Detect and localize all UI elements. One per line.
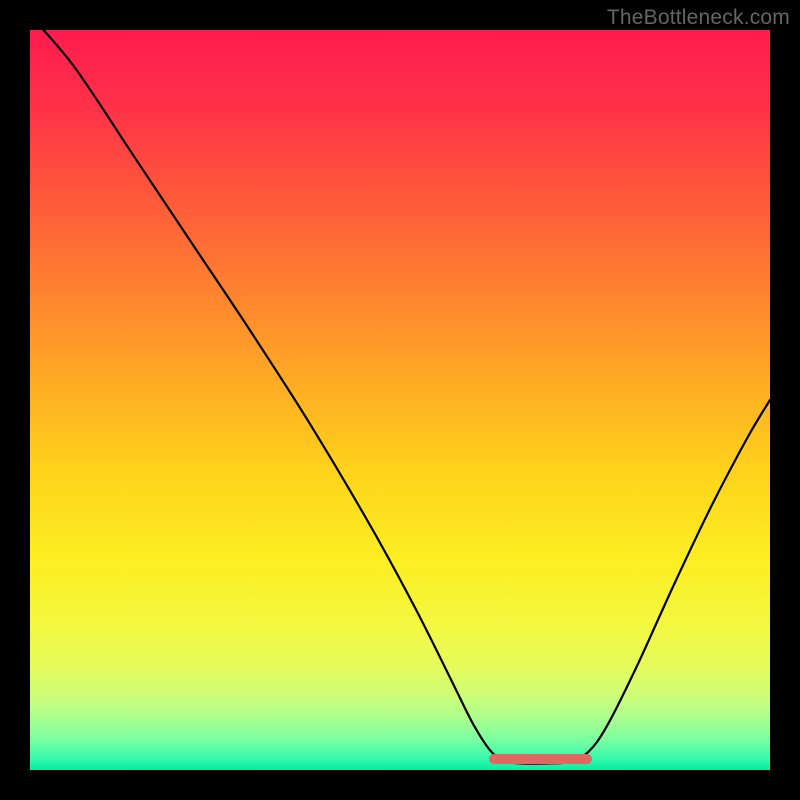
chart-frame: TheBottleneck.com: [0, 0, 800, 800]
watermark-text: TheBottleneck.com: [607, 6, 790, 30]
plot-area: [30, 30, 770, 770]
bottleneck-curve: [30, 30, 770, 770]
optimal-range-marker: [489, 754, 593, 764]
